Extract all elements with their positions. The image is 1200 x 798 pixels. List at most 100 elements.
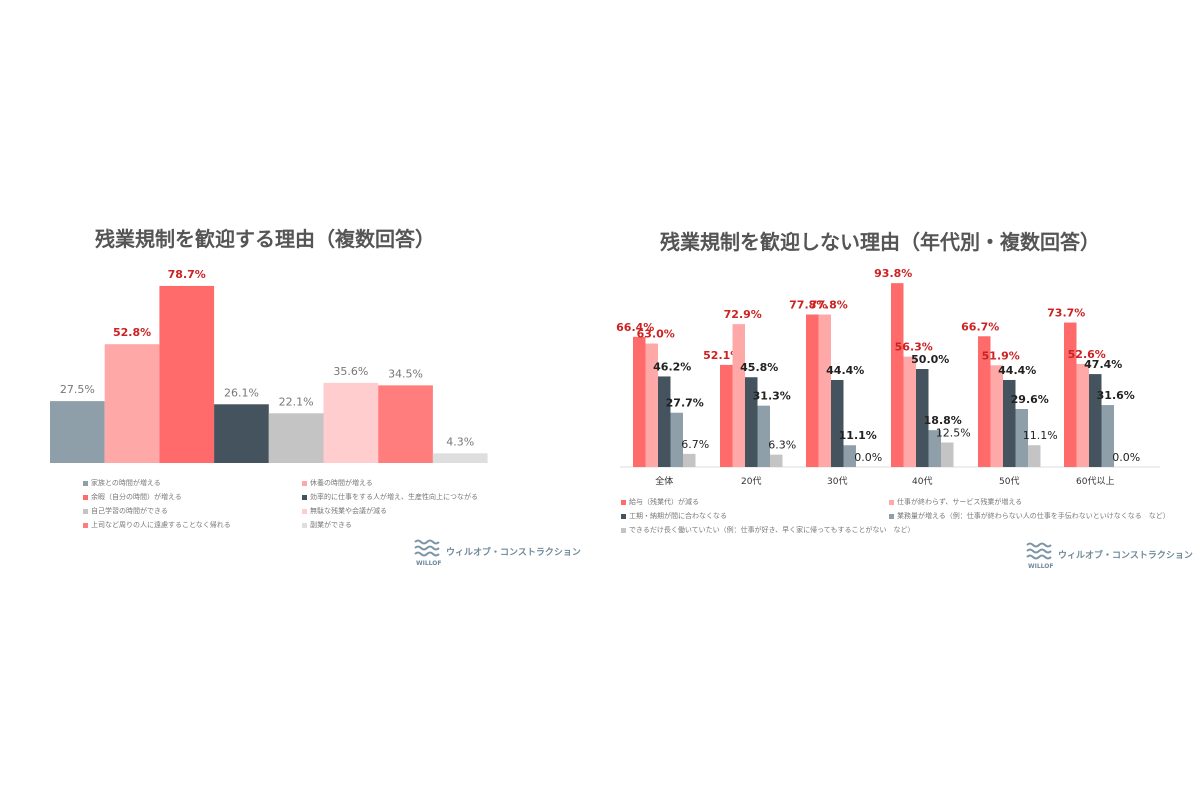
bar-60代以上-series-3 — [1089, 374, 1102, 467]
legend-item: 業務量が増える（例：仕事が終わらない人の仕事を手伝わないといけなくなる など） — [889, 511, 1170, 521]
right-grouped-bar-chart: 66.4%63.0% 46.2% 27.7% 6.7% 全体 52.1% 72.9% 45.8… — [616, 267, 1160, 487]
legend-swatch — [83, 522, 88, 528]
bar-全体-series-3 — [658, 376, 671, 467]
bar-40代-series-1 — [891, 283, 904, 467]
bar-value-label: 11.1% — [1023, 429, 1058, 442]
category-tick-label: 50代 — [999, 476, 1019, 487]
legend-item: 副業ができる — [302, 520, 352, 530]
brand-logo: WILLOF ウィルオブ・コンストラクション — [1026, 541, 1193, 570]
bar-value-label: 0.0% — [854, 451, 882, 464]
bar-5 — [268, 413, 324, 463]
bar-20代-series-5 — [770, 454, 783, 467]
legend-label: 工期・納期が間に合わなくなる — [629, 512, 727, 520]
bar-value-label: 34.5% — [388, 367, 423, 380]
bar-3 — [159, 285, 215, 463]
bar-6 — [323, 382, 379, 463]
bar-7 — [378, 385, 433, 463]
legend-label: 給与（残業代）が減る — [629, 498, 699, 506]
legend-label: 無駄な残業や会議が減る — [310, 507, 387, 515]
bar-60代以上-series-1 — [1064, 322, 1077, 467]
legend-item: 上司など周りの人に遠慮することなく帰れる — [83, 520, 231, 530]
legend-swatch — [302, 494, 307, 500]
bar-60代以上-series-4 — [1101, 405, 1114, 467]
bar-value-label: 66.7% — [961, 320, 999, 333]
legend-label: 上司など周りの人に遠慮することなく帰れる — [91, 521, 231, 529]
bar-value-label: 35.6% — [333, 365, 368, 378]
bar-全体-series-1 — [633, 336, 646, 467]
legend-swatch — [83, 494, 88, 500]
bar-20代-series-4 — [757, 405, 770, 467]
legend-item: 自己学習の時間ができる — [83, 506, 168, 516]
legend-label: 自己学習の時間ができる — [91, 507, 168, 515]
legend-swatch — [302, 522, 307, 528]
bar-value-label: 6.3% — [768, 439, 796, 452]
legend-label: 家族との時間が増える — [91, 479, 161, 487]
bar-全体-series-5 — [683, 453, 696, 467]
bar-50代-series-5 — [1028, 445, 1041, 467]
bar-全体-series-2 — [645, 343, 658, 467]
legend-item: 無駄な残業や会議が減る — [302, 506, 387, 516]
bar-value-label: 56.3% — [895, 341, 933, 354]
category-tick-label: 20代 — [741, 476, 761, 487]
bar-60代以上-series-2 — [1076, 363, 1089, 467]
bar-30代-series-1 — [806, 314, 819, 467]
bar-value-label: 93.8% — [874, 267, 912, 280]
bar-20代-series-2 — [732, 324, 745, 467]
legend-label: できるだけ長く働いていたい（例：仕事が好き、早く家に帰ってもすることがない など… — [629, 526, 915, 534]
bar-value-label: 44.4% — [998, 364, 1036, 377]
bar-30代-series-4 — [843, 445, 856, 467]
legend-item: 余暇（自分の時間）が増える — [83, 492, 182, 502]
bar-value-label: 22.1% — [279, 395, 314, 408]
bar-value-label: 12.5% — [936, 427, 971, 440]
bar-value-label: 63.0% — [637, 328, 675, 341]
legend-swatch — [83, 480, 88, 486]
right-chart-title: 残業規制を歓迎しない理由（年代別・複数回答） — [660, 230, 1100, 254]
bar-40代-series-5 — [941, 442, 954, 467]
brand-logo: WILLOF ウィルオブ・コンストラクション — [414, 538, 581, 567]
legend-swatch — [889, 499, 894, 505]
bar-value-label: 73.7% — [1047, 307, 1085, 320]
legend-swatch — [83, 508, 88, 514]
bar-value-label: 66.4% — [616, 321, 654, 334]
bar-value-label: 72.9% — [724, 308, 762, 321]
legend-item: 休養の時間が増える — [302, 478, 373, 488]
legend-swatch — [302, 508, 307, 514]
brand-text: ウィルオブ・コンストラクション — [1058, 550, 1193, 561]
legend-item: 家族との時間が増える — [83, 478, 161, 488]
brand-text: ウィルオブ・コンストラクション — [446, 547, 581, 558]
right-chart-panel: 残業規制を歓迎しない理由（年代別・複数回答） 66.4% 63.0% 46.2% 27… — [600, 0, 1200, 798]
bar-value-label: 29.6% — [1011, 393, 1049, 406]
bar-value-label: 4.3% — [446, 435, 474, 448]
bar-value-label: 51.9% — [982, 349, 1020, 362]
legend-swatch — [621, 513, 626, 519]
bar-全体-series-4 — [670, 412, 683, 467]
category-tick-label: 60代以上 — [1076, 476, 1114, 487]
bar-value-label: 47.4% — [1084, 358, 1122, 371]
bar-value-label: 18.8% — [924, 414, 962, 427]
bar-2 — [104, 344, 160, 463]
bar-value-label: 31.3% — [753, 390, 791, 403]
legend-label: 業務量が増える（例：仕事が終わらない人の仕事を手伝わないといけなくなる など） — [897, 512, 1170, 520]
legend-swatch — [302, 480, 307, 486]
legend-label: 効率的に仕事をする人が増え、生産性向上につながる — [310, 493, 478, 501]
brand-waves-icon: WILLOF — [1026, 541, 1054, 570]
bar-value-label: 77.8% — [789, 299, 827, 312]
bar-value-label: 52.8% — [113, 326, 151, 339]
bar-value-label: 46.2% — [653, 360, 691, 373]
bar-50代-series-1 — [978, 336, 991, 467]
brand-sub-text: WILLOF — [1028, 563, 1054, 570]
bar-value-label: 0.0% — [1112, 451, 1140, 464]
bar-40代-series-2 — [903, 356, 916, 467]
left-chart-title: 残業規制を歓迎する理由（複数回答） — [95, 227, 435, 251]
bar-30代-series-3 — [831, 379, 844, 467]
bar-1 — [50, 401, 105, 463]
category-tick-label: 30代 — [827, 476, 847, 487]
category-tick-label: 40代 — [912, 476, 932, 487]
bar-value-label: 50.0% — [911, 353, 949, 366]
bar-50代-series-4 — [1015, 408, 1028, 467]
bar-8 — [432, 453, 488, 463]
bar-value-label: 52.1% — [703, 349, 741, 362]
left-bar-chart: 27.5% 52.8% 78.7% 26.1% 22.1% 35.6% 34.5% 4.3% — [50, 268, 488, 463]
bar-value-label: 27.5% — [60, 383, 95, 396]
bar-40代-series-4 — [928, 430, 941, 467]
